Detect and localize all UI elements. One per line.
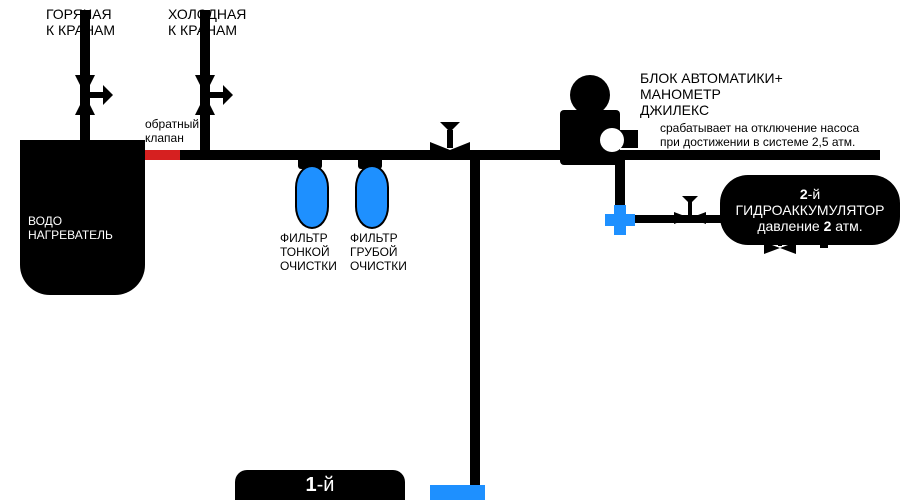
pipe-center-down <box>470 160 480 500</box>
pipe-main-horiz-right <box>620 150 880 160</box>
label-cold-label: ХОЛОДНАЯ К КРАНАМ <box>168 6 246 38</box>
label-auto-desc: срабатывает на отключение насоса при дос… <box>660 122 859 150</box>
accum2-line1: 2-й <box>720 186 900 202</box>
cold-valve <box>175 65 235 125</box>
check-valve-segment <box>140 150 180 160</box>
accum2-line3: давление 2 атм. <box>720 218 900 234</box>
bottom-blue-fitting <box>430 485 485 500</box>
inline-valve <box>420 120 480 180</box>
accumulator-1-label: 1-й <box>235 470 405 500</box>
label-check-valve: обратный клапан <box>145 118 199 146</box>
accum2-line2: ГИДРОАККУМУЛЯТОР <box>720 202 900 218</box>
label-auto-label: БЛОК АВТОМАТИКИ+ МАНОМЕТР ДЖИЛЕКС <box>640 70 783 118</box>
water-heater-label: ВОДОНАГРЕВАТЕЛЬ <box>28 215 113 243</box>
label-coarse-label: ФИЛЬТР ГРУБОЙ ОЧИСТКИ <box>350 232 407 273</box>
hot-valve <box>55 65 115 125</box>
label-hot-label: ГОРЯЧАЯ К КРАНАМ <box>46 6 115 38</box>
fine-filter <box>295 165 329 229</box>
label-fine-label: ФИЛЬТР ТОНКОЙ ОЧИСТКИ <box>280 232 337 273</box>
accumulator-2: 2-й ГИДРОАККУМУЛЯТОР давление 2 атм. <box>720 175 900 245</box>
blue-tee-fitting <box>605 205 635 235</box>
branch-valve-1 <box>660 188 720 248</box>
coarse-filter <box>355 165 389 229</box>
pressure-switch <box>555 70 643 170</box>
